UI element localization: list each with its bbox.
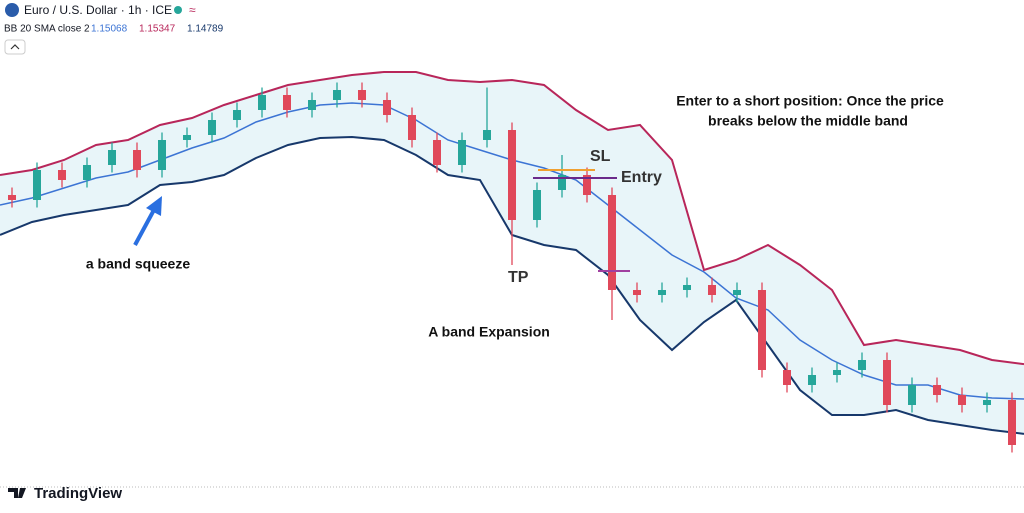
expansion-label: A band Expansion — [428, 324, 550, 340]
candle-body — [183, 135, 191, 140]
candle-body — [983, 400, 991, 405]
candles — [8, 82, 1016, 453]
candle-body — [808, 375, 816, 385]
symbol-icon — [5, 3, 19, 17]
symbol-title: Euro / U.S. Dollar · 1h · ICE — [24, 3, 172, 17]
note: Enter to a short position: Once the pric… — [676, 93, 944, 109]
squeeze-arrow — [133, 207, 157, 246]
candle-body — [208, 120, 216, 135]
candle-body — [933, 385, 941, 395]
brand-logo — [8, 488, 26, 498]
upper-band — [0, 71, 1024, 366]
candle-body — [358, 90, 366, 100]
candle-body — [158, 140, 166, 170]
candle-body — [333, 90, 341, 100]
candle-body — [658, 290, 666, 295]
candle-body — [683, 285, 691, 290]
candle-body — [708, 285, 716, 295]
candle-body — [283, 95, 291, 110]
candle-body — [608, 195, 616, 290]
candle-body — [733, 290, 741, 295]
note: breaks below the middle band — [708, 113, 908, 129]
candle-body — [758, 290, 766, 370]
brand: TradingView — [34, 485, 122, 502]
candle-body — [233, 110, 241, 120]
candle-body — [8, 195, 16, 200]
delay-icon: ≈ — [189, 3, 196, 17]
candle-body — [133, 150, 141, 170]
candle-body — [558, 175, 566, 190]
candle-body — [508, 130, 516, 220]
candle-body — [58, 170, 66, 180]
candle-body — [533, 190, 541, 220]
upper-value: 1.15347 — [139, 24, 176, 35]
lower-value: 1.14789 — [187, 24, 224, 35]
indicator-name: BB 20 SMA close 2 — [4, 24, 90, 35]
candle-body — [483, 130, 491, 140]
candle-body — [858, 360, 866, 370]
tp-label: TP — [508, 269, 529, 286]
candle-body — [308, 100, 316, 110]
candle-body — [833, 370, 841, 375]
candle-body — [433, 140, 441, 165]
candle-body — [883, 360, 891, 405]
candle-body — [408, 115, 416, 140]
candle-body — [908, 385, 916, 405]
sl-label: SL — [590, 148, 611, 165]
squeeze-arrowhead — [146, 196, 162, 216]
collapse-button[interactable] — [4, 39, 26, 55]
candle-body — [258, 95, 266, 110]
entry-label: Entry — [621, 169, 662, 186]
squeeze-label: a band squeeze — [86, 256, 190, 272]
candle-body — [1008, 400, 1016, 445]
basis-value: 1.15068 — [91, 24, 128, 35]
candle-body — [783, 370, 791, 385]
candle-body — [458, 140, 466, 165]
candle-body — [958, 395, 966, 405]
candle-body — [33, 170, 41, 200]
candle-body — [633, 290, 641, 295]
candle-body — [383, 100, 391, 115]
collapse-icon — [10, 44, 20, 50]
candle-body — [583, 175, 591, 195]
market-status — [174, 6, 182, 14]
candle-body — [83, 165, 91, 180]
candle-body — [108, 150, 116, 165]
